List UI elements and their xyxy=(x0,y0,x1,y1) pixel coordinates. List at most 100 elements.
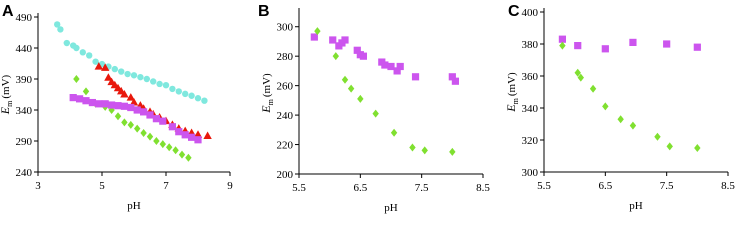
point xyxy=(341,75,349,84)
point xyxy=(126,93,135,101)
point xyxy=(166,143,173,152)
point xyxy=(143,75,150,83)
point xyxy=(140,108,148,116)
y-tick-label: 490 xyxy=(16,12,33,24)
point xyxy=(396,62,404,71)
point xyxy=(353,46,361,54)
point xyxy=(101,100,109,108)
x-tick-label: 8.5 xyxy=(721,180,735,192)
point xyxy=(108,101,116,109)
x-tick-label: 7.5 xyxy=(660,180,674,192)
x-tick-label: 8.5 xyxy=(476,182,490,194)
panel-label: C xyxy=(508,3,520,20)
point xyxy=(152,115,160,123)
y-label-unit: (mV) xyxy=(0,74,12,98)
x-tick-label: 7 xyxy=(163,180,169,192)
y-label-symbol: E xyxy=(259,105,273,114)
x-axis-label: pH xyxy=(629,200,643,212)
point xyxy=(76,95,84,103)
point xyxy=(629,121,637,130)
point xyxy=(82,97,90,105)
point xyxy=(666,142,673,151)
point xyxy=(558,35,566,43)
x-tick-label: 6.5 xyxy=(353,182,367,194)
point xyxy=(341,36,349,44)
point xyxy=(201,97,208,104)
point xyxy=(127,120,134,129)
point xyxy=(448,73,456,81)
point xyxy=(359,52,367,60)
point xyxy=(57,26,64,33)
point xyxy=(146,132,154,141)
x-tick-label: 5.5 xyxy=(292,182,306,194)
y-label-symbol: E xyxy=(0,106,12,115)
point xyxy=(175,128,183,136)
point xyxy=(310,33,318,41)
point xyxy=(188,92,195,99)
point xyxy=(451,77,459,85)
point xyxy=(130,72,138,79)
point xyxy=(133,106,141,114)
point xyxy=(159,117,167,125)
y-tick-label: 340 xyxy=(16,105,33,117)
y-label-subscript: m xyxy=(511,97,520,104)
point xyxy=(393,67,401,75)
point xyxy=(124,70,131,78)
y-tick-label: 320 xyxy=(522,135,539,147)
point xyxy=(559,41,566,50)
point xyxy=(421,146,428,155)
point xyxy=(153,137,160,145)
point xyxy=(178,150,186,159)
point xyxy=(693,43,701,51)
point xyxy=(127,103,135,112)
point xyxy=(73,44,80,52)
y-tick-label: 280 xyxy=(277,51,294,63)
y-axis-label: Em(mV) xyxy=(259,73,275,114)
point xyxy=(449,147,456,156)
y-label-unit: (mV) xyxy=(506,72,518,96)
y-tick-label: 440 xyxy=(16,43,33,55)
point xyxy=(95,100,103,108)
panel-label: A xyxy=(2,3,14,20)
point xyxy=(79,49,87,56)
point xyxy=(140,128,147,137)
y-tick-label: 290 xyxy=(16,136,33,148)
point xyxy=(185,153,192,162)
point xyxy=(63,39,70,47)
point xyxy=(169,85,176,93)
y-tick-label: 360 xyxy=(522,71,539,83)
point xyxy=(372,109,379,118)
point xyxy=(409,143,416,152)
y-axis-label: Em(mV) xyxy=(504,72,520,113)
point xyxy=(617,115,624,124)
point xyxy=(134,124,141,133)
y-label-unit: (mV) xyxy=(261,73,273,97)
point xyxy=(150,78,157,85)
point xyxy=(121,118,128,127)
x-tick-label: 5 xyxy=(99,180,105,192)
x-tick-label: 3 xyxy=(35,180,41,192)
point xyxy=(193,130,203,138)
y-label-subscript: m xyxy=(5,100,14,107)
point xyxy=(574,68,581,77)
x-tick-label: 7.5 xyxy=(415,182,429,194)
y-tick-label: 340 xyxy=(522,103,539,115)
x-tick-label: 6.5 xyxy=(598,180,612,192)
point xyxy=(577,73,584,82)
point xyxy=(387,62,395,71)
point xyxy=(574,42,582,50)
point xyxy=(629,38,637,46)
point xyxy=(172,146,179,155)
point xyxy=(181,131,189,139)
point xyxy=(175,88,182,95)
point xyxy=(411,73,420,81)
point xyxy=(332,52,339,61)
point xyxy=(104,73,113,81)
point xyxy=(357,94,364,103)
x-axis-label: pH xyxy=(127,200,141,212)
point xyxy=(188,133,196,141)
point xyxy=(137,73,144,81)
y-tick-label: 260 xyxy=(277,81,294,93)
point xyxy=(73,75,80,83)
point xyxy=(129,98,139,106)
